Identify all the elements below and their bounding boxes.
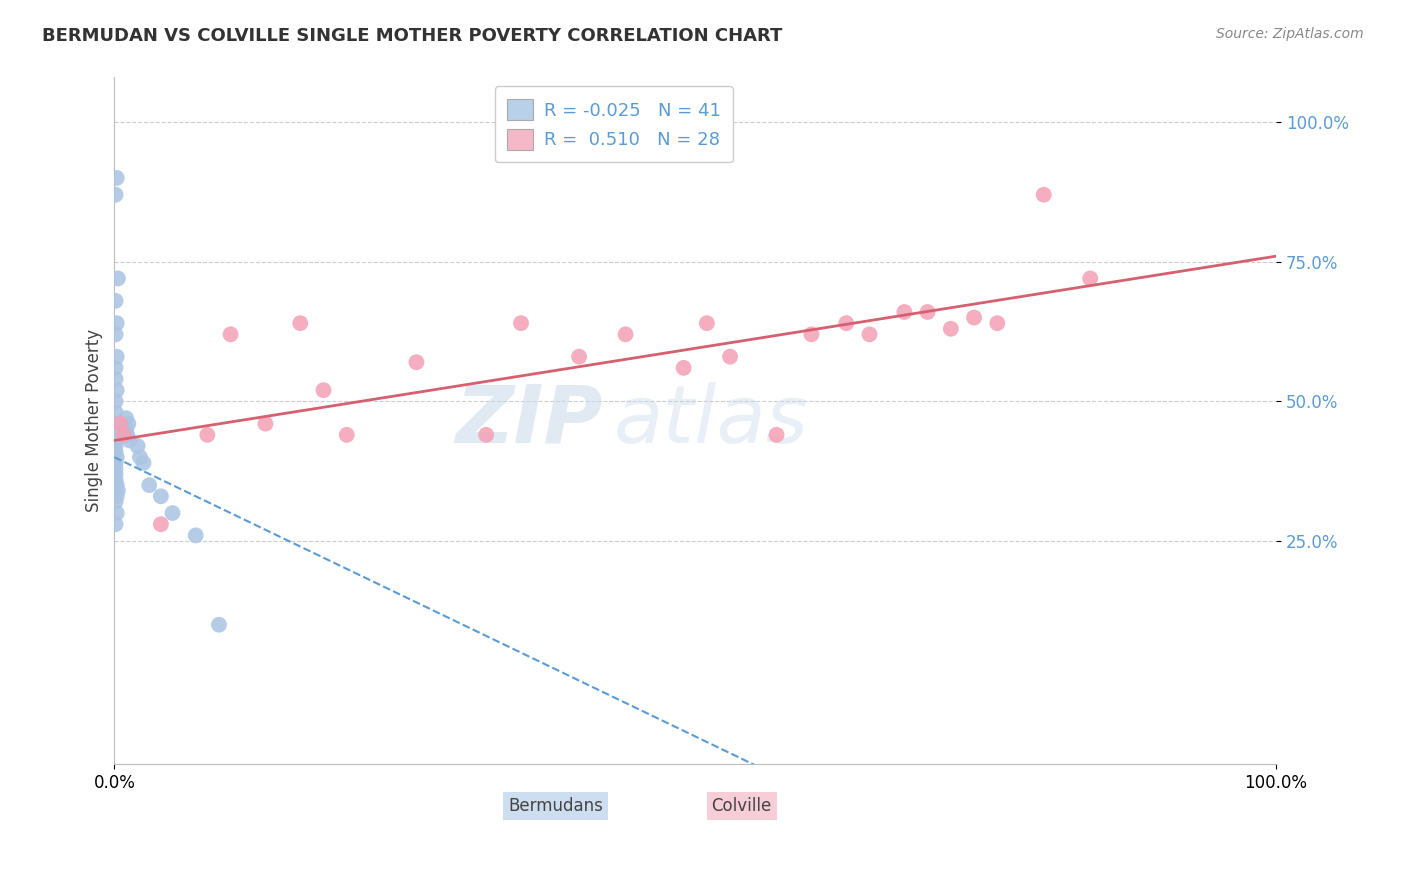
Point — [858, 327, 880, 342]
Point — [184, 528, 207, 542]
Point — [115, 411, 138, 425]
Point — [475, 428, 498, 442]
Point — [104, 428, 127, 442]
Point — [405, 355, 427, 369]
Point — [104, 372, 127, 386]
Point — [105, 450, 128, 465]
Point — [110, 417, 132, 431]
Point — [105, 478, 128, 492]
Point — [118, 434, 141, 448]
Point — [104, 444, 127, 458]
Point — [127, 439, 149, 453]
Point — [672, 360, 695, 375]
Point — [104, 293, 127, 308]
Point — [195, 428, 218, 442]
Point — [254, 417, 277, 431]
Point — [800, 327, 823, 342]
Point — [939, 322, 962, 336]
Point — [917, 305, 939, 319]
Point — [105, 506, 128, 520]
Point — [107, 271, 129, 285]
Point — [117, 417, 139, 431]
Point — [312, 383, 335, 397]
Point — [129, 450, 152, 465]
Point — [696, 316, 718, 330]
Point — [104, 495, 127, 509]
Point — [104, 456, 127, 470]
Point — [718, 350, 741, 364]
Point — [208, 617, 231, 632]
Point — [104, 473, 127, 487]
Point — [336, 428, 359, 442]
Point — [568, 350, 591, 364]
Point — [107, 483, 129, 498]
Legend: R = -0.025   N = 41, R =  0.510   N = 28: R = -0.025 N = 41, R = 0.510 N = 28 — [495, 87, 733, 162]
Point — [1078, 271, 1101, 285]
Point — [986, 316, 1008, 330]
Point — [835, 316, 858, 330]
Point — [104, 461, 127, 475]
Point — [104, 327, 127, 342]
Text: BERMUDAN VS COLVILLE SINGLE MOTHER POVERTY CORRELATION CHART: BERMUDAN VS COLVILLE SINGLE MOTHER POVER… — [42, 27, 783, 45]
Point — [115, 422, 138, 436]
Point — [105, 489, 128, 503]
Text: Source: ZipAtlas.com: Source: ZipAtlas.com — [1216, 27, 1364, 41]
Point — [105, 417, 128, 431]
Point — [219, 327, 242, 342]
Point — [104, 187, 127, 202]
Point — [510, 316, 533, 330]
Point — [765, 428, 787, 442]
Point — [1032, 187, 1054, 202]
Point — [105, 383, 128, 397]
Point — [104, 405, 127, 419]
Point — [104, 434, 127, 448]
Point — [149, 489, 172, 503]
Text: atlas: atlas — [614, 382, 808, 460]
Point — [105, 350, 128, 364]
Text: Colville: Colville — [711, 797, 772, 814]
Point — [138, 478, 160, 492]
Point — [104, 517, 127, 532]
Point — [149, 517, 172, 532]
Point — [104, 394, 127, 409]
Point — [104, 467, 127, 481]
Text: Bermudans: Bermudans — [509, 797, 603, 814]
Point — [105, 316, 128, 330]
Point — [132, 456, 155, 470]
Point — [963, 310, 986, 325]
Text: ZIP: ZIP — [456, 382, 602, 460]
Point — [112, 428, 135, 442]
Point — [104, 439, 127, 453]
Point — [104, 360, 127, 375]
Point — [115, 428, 138, 442]
Point — [105, 171, 128, 186]
Point — [893, 305, 915, 319]
Point — [614, 327, 637, 342]
Point — [290, 316, 312, 330]
Y-axis label: Single Mother Poverty: Single Mother Poverty — [86, 329, 103, 513]
Point — [162, 506, 184, 520]
